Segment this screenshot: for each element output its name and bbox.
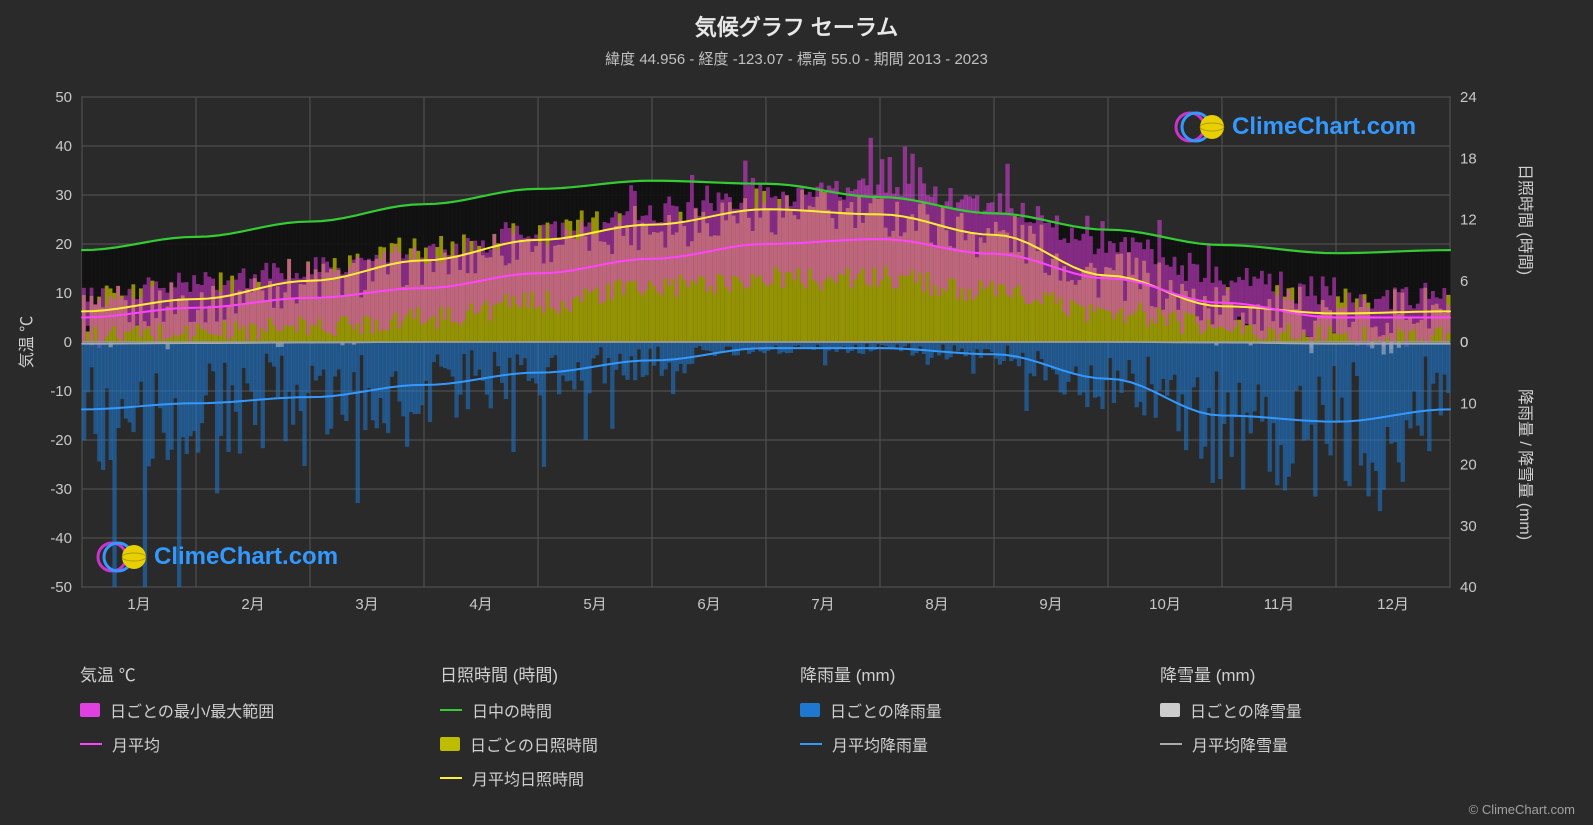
legend-label: 月平均 [112, 732, 160, 756]
svg-text:5月: 5月 [583, 596, 606, 613]
svg-text:4月: 4月 [469, 596, 492, 613]
svg-text:10: 10 [55, 285, 72, 302]
svg-text:-50: -50 [50, 579, 72, 596]
legend-item-daylight: 日中の時間 [440, 698, 760, 722]
legend-col-snow: 降雪量 (mm) 日ごとの降雪量 月平均降雪量 [1160, 661, 1420, 790]
svg-text:降雨量 / 降雪量 (mm): 降雨量 / 降雪量 (mm) [1516, 389, 1534, 540]
svg-text:40: 40 [55, 138, 72, 155]
climate-chart-svg: -50-40-30-20-100102030405006121824010203… [0, 87, 1593, 647]
svg-text:20: 20 [1460, 457, 1477, 474]
svg-text:ClimeChart.com: ClimeChart.com [1232, 113, 1416, 140]
svg-text:30: 30 [1460, 518, 1477, 535]
svg-text:30: 30 [55, 187, 72, 204]
legend-item-temp-avg: 月平均 [80, 732, 400, 756]
legend-label: 月平均日照時間 [472, 766, 584, 790]
svg-text:気温 ℃: 気温 ℃ [18, 316, 36, 368]
legend-item-rain-daily: 日ごとの降雨量 [800, 698, 1120, 722]
svg-text:0: 0 [1460, 334, 1468, 351]
swatch-snow-daily [1160, 703, 1180, 717]
swatch-sunshine-avg [440, 777, 462, 779]
swatch-daylight [440, 709, 462, 711]
legend-label: 日ごとの日照時間 [470, 732, 598, 756]
legend-heading-rain: 降雨量 (mm) [800, 661, 1120, 686]
svg-text:10: 10 [1460, 395, 1477, 412]
svg-text:6: 6 [1460, 273, 1468, 290]
svg-text:18: 18 [1460, 150, 1477, 167]
svg-text:20: 20 [55, 236, 72, 253]
svg-text:7月: 7月 [811, 596, 834, 613]
legend-col-sun: 日照時間 (時間) 日中の時間 日ごとの日照時間 月平均日照時間 [440, 661, 760, 790]
legend-label: 月平均降雪量 [1192, 732, 1288, 756]
legend-heading-sun: 日照時間 (時間) [440, 661, 760, 686]
svg-text:日照時間 (時間): 日照時間 (時間) [1516, 164, 1534, 275]
copyright-text: © ClimeChart.com [1469, 802, 1575, 817]
chart-area: -50-40-30-20-100102030405006121824010203… [0, 87, 1593, 647]
legend-item-rain-avg: 月平均降雨量 [800, 732, 1120, 756]
svg-text:-30: -30 [50, 481, 72, 498]
legend-label: 月平均降雨量 [832, 732, 928, 756]
svg-text:40: 40 [1460, 579, 1477, 596]
legend-label: 日ごとの降雪量 [1190, 698, 1302, 722]
svg-text:ClimeChart.com: ClimeChart.com [154, 543, 338, 570]
legend-heading-temp: 気温 ℃ [80, 661, 400, 686]
legend-heading-snow: 降雪量 (mm) [1160, 661, 1420, 686]
svg-text:6月: 6月 [697, 596, 720, 613]
legend: 気温 ℃ 日ごとの最小/最大範囲 月平均 日照時間 (時間) 日中の時間 日ごと… [0, 647, 1593, 790]
svg-text:-20: -20 [50, 432, 72, 449]
swatch-temp-avg [80, 743, 102, 745]
svg-text:0: 0 [64, 334, 72, 351]
legend-col-temp: 気温 ℃ 日ごとの最小/最大範囲 月平均 [80, 661, 400, 790]
svg-text:-10: -10 [50, 383, 72, 400]
legend-item-snow-daily: 日ごとの降雪量 [1160, 698, 1420, 722]
chart-title: 気候グラフ セーラム [0, 0, 1593, 42]
legend-item-sunshine-daily: 日ごとの日照時間 [440, 732, 760, 756]
svg-text:50: 50 [55, 89, 72, 106]
swatch-snow-avg [1160, 743, 1182, 745]
svg-text:24: 24 [1460, 89, 1477, 106]
svg-text:8月: 8月 [925, 596, 948, 613]
legend-col-rain: 降雨量 (mm) 日ごとの降雨量 月平均降雨量 [800, 661, 1120, 790]
legend-item-temp-range: 日ごとの最小/最大範囲 [80, 698, 400, 722]
legend-label: 日ごとの降雨量 [830, 698, 942, 722]
svg-text:1月: 1月 [127, 596, 150, 613]
chart-subtitle: 緯度 44.956 - 経度 -123.07 - 標高 55.0 - 期間 20… [0, 42, 1593, 69]
swatch-temp-range [80, 703, 100, 717]
legend-item-snow-avg: 月平均降雪量 [1160, 732, 1420, 756]
svg-text:12月: 12月 [1377, 596, 1409, 613]
svg-text:3月: 3月 [355, 596, 378, 613]
svg-text:11月: 11月 [1264, 596, 1295, 613]
svg-text:10月: 10月 [1149, 596, 1181, 613]
swatch-rain-daily [800, 703, 820, 717]
svg-text:9月: 9月 [1039, 596, 1062, 613]
svg-text:-40: -40 [50, 530, 72, 547]
legend-item-sunshine-avg: 月平均日照時間 [440, 766, 760, 790]
legend-label: 日中の時間 [472, 698, 552, 722]
svg-text:2月: 2月 [241, 596, 264, 613]
swatch-rain-avg [800, 743, 822, 745]
legend-label: 日ごとの最小/最大範囲 [110, 698, 274, 722]
svg-text:12: 12 [1460, 212, 1477, 229]
swatch-sunshine-daily [440, 737, 460, 751]
